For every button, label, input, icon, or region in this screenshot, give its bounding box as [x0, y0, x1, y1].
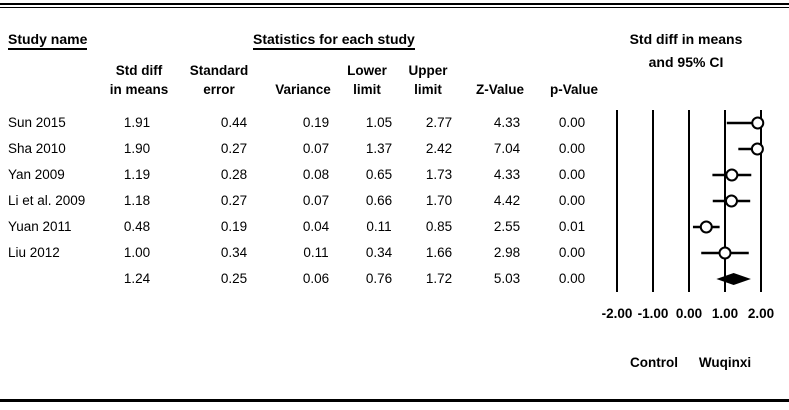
column-header-line: Standard	[189, 63, 249, 78]
value-variance: 0.07	[302, 141, 330, 156]
statistics-header: Statistics for each study	[253, 31, 415, 50]
value-upper_limit: 2.42	[425, 141, 453, 156]
overall-value-upper_limit: 1.72	[425, 271, 453, 286]
column-header-line: in means	[109, 82, 169, 97]
value-standard_error: 0.34	[220, 245, 248, 260]
value-std_diff: 1.00	[123, 245, 151, 260]
value-upper_limit: 2.77	[425, 115, 453, 130]
value-z_value: 2.55	[493, 219, 521, 234]
point-estimate-Sun 2015	[751, 116, 765, 130]
column-header-line: Z-Value	[475, 82, 524, 97]
axis-tick-label-1.00: 1.00	[711, 306, 739, 321]
value-upper_limit: 1.66	[425, 245, 453, 260]
study-name: Yan 2009	[8, 167, 65, 182]
column-header-z_value: Z-Value	[455, 60, 545, 99]
value-lower_limit: 0.66	[365, 193, 393, 208]
value-p_value: 0.00	[558, 115, 586, 130]
overall-value-std_diff: 1.24	[123, 271, 151, 286]
bottom-rule	[0, 399, 789, 402]
group-label-control: Control	[630, 355, 678, 370]
column-header-line: Upper	[408, 63, 448, 78]
value-std_diff: 0.48	[123, 219, 151, 234]
point-estimate-Yuan 2011	[699, 220, 713, 234]
overall-value-lower_limit: 0.76	[365, 271, 393, 286]
study-name-header-text: Study name	[8, 31, 88, 50]
column-header-line: Std diff	[115, 63, 163, 78]
column-header-line: Lower	[347, 63, 387, 78]
value-standard_error: 0.44	[220, 115, 248, 130]
study-name-header: Study name	[8, 31, 88, 50]
value-standard_error: 0.27	[220, 141, 248, 156]
value-std_diff: 1.19	[123, 167, 151, 182]
value-lower_limit: 0.65	[365, 167, 393, 182]
value-upper_limit: 0.85	[425, 219, 453, 234]
value-variance: 0.11	[303, 245, 329, 260]
value-z_value: 4.33	[493, 115, 521, 130]
value-standard_error: 0.19	[220, 219, 248, 234]
value-lower_limit: 0.11	[366, 219, 392, 234]
column-header-lower_limit: Lower limit	[322, 60, 412, 99]
value-p_value: 0.00	[558, 245, 586, 260]
column-header-standard_error: Standard error	[174, 60, 264, 99]
axis-tick-label--1.00: -1.00	[637, 306, 669, 321]
value-variance: 0.04	[302, 219, 330, 234]
value-p_value: 0.00	[558, 167, 586, 182]
value-std_diff: 1.91	[123, 115, 151, 130]
point-estimate-Yan 2009	[725, 168, 739, 182]
value-variance: 0.07	[302, 193, 330, 208]
value-p_value: 0.00	[558, 193, 586, 208]
column-header-p_value: p-Value	[529, 60, 619, 99]
top-rule-lower	[0, 7, 789, 8]
column-header-variance: Variance	[258, 60, 348, 99]
value-upper_limit: 1.70	[425, 193, 453, 208]
point-estimate-Liu 2012	[718, 246, 732, 260]
column-header-line: p-Value	[549, 82, 598, 97]
study-name: Yuan 2011	[8, 219, 72, 234]
overall-value-p_value: 0.00	[558, 271, 586, 286]
summary-diamond	[716, 273, 751, 285]
column-header-line: Variance	[275, 82, 331, 97]
point-estimate-Li et al. 2009	[724, 194, 738, 208]
axis-tick-label-0.00: 0.00	[675, 306, 703, 321]
value-p_value: 0.01	[558, 219, 586, 234]
value-standard_error: 0.27	[220, 193, 248, 208]
overall-value-variance: 0.06	[302, 271, 330, 286]
axis-tick-label--2.00: -2.00	[601, 306, 633, 321]
value-lower_limit: 0.34	[365, 245, 393, 260]
axis-tick-label-2.00: 2.00	[747, 306, 775, 321]
statistics-header-text: Statistics for each study	[253, 31, 415, 50]
point-estimate-Sha 2010	[750, 142, 764, 156]
plot-title-line1: Std diff in means	[629, 31, 743, 47]
group-label-wuqinxi: Wuqinxi	[698, 355, 752, 370]
study-name: Li et al. 2009	[8, 193, 86, 208]
value-z_value: 4.42	[493, 193, 521, 208]
value-variance: 0.08	[302, 167, 330, 182]
value-z_value: 4.33	[493, 167, 521, 182]
study-name: Sun 2015	[8, 115, 66, 130]
plot-title-line2: and 95% CI	[648, 54, 724, 70]
column-header-upper_limit: Upper limit	[383, 60, 473, 99]
study-name: Liu 2012	[8, 245, 60, 260]
value-lower_limit: 1.37	[365, 141, 393, 156]
value-upper_limit: 1.73	[425, 167, 453, 182]
value-lower_limit: 1.05	[365, 115, 393, 130]
value-p_value: 0.00	[558, 141, 586, 156]
column-header-line: limit	[353, 82, 381, 97]
value-std_diff: 1.18	[123, 193, 151, 208]
overall-value-z_value: 5.03	[493, 271, 521, 286]
column-header-line: limit	[414, 82, 442, 97]
value-z_value: 2.98	[493, 245, 521, 260]
value-std_diff: 1.90	[123, 141, 151, 156]
value-variance: 0.19	[302, 115, 330, 130]
value-standard_error: 0.28	[220, 167, 248, 182]
column-header-line: error	[203, 82, 235, 97]
top-rule-upper	[0, 3, 789, 5]
value-z_value: 7.04	[493, 141, 521, 156]
overall-value-standard_error: 0.25	[220, 271, 248, 286]
column-header-std_diff: Std diff in means	[94, 60, 184, 99]
study-name: Sha 2010	[8, 141, 66, 156]
